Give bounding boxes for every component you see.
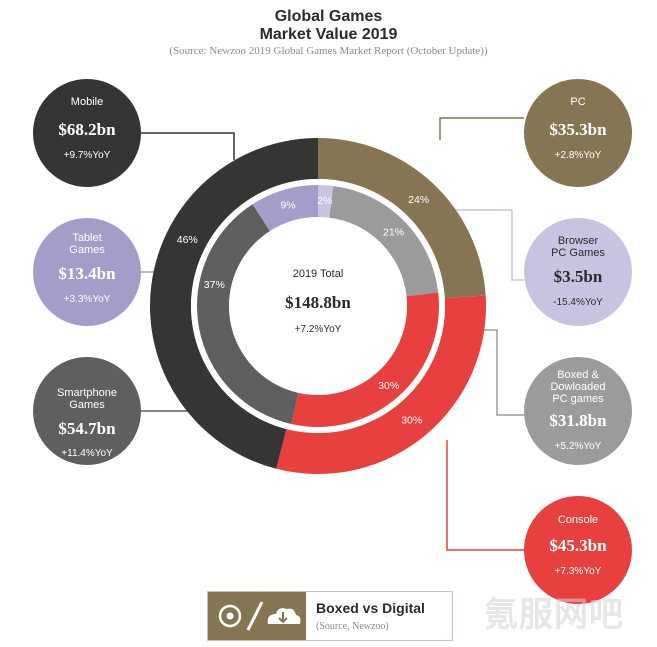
inner-slice-1 — [329, 185, 439, 297]
center-disc — [229, 217, 407, 395]
browser-label-2: PC Games — [551, 247, 605, 259]
browser-yoy: -15.4%YoY — [553, 297, 603, 308]
inner-pct-2: 30% — [378, 380, 399, 392]
boxed-label-3: PC games — [552, 393, 604, 405]
boxed-bubble: Boxed & Dowloaded PC games $31.8bn +5.2%… — [524, 357, 632, 465]
pc-yoy: +2.8%YoY — [554, 150, 602, 161]
tablet-label-1: Tablet — [72, 232, 102, 244]
outer-slice-mobile — [149, 138, 318, 469]
smartphone-label-2: Games — [69, 399, 105, 411]
disc-icon — [218, 604, 242, 628]
cloud-download-icon — [267, 608, 301, 624]
pc-label: PC — [570, 96, 586, 108]
total-yoy: +7.2%YoY — [295, 324, 342, 335]
boxed-value: $31.8bn — [549, 411, 607, 430]
legend-source: (Source, Newzoo) — [316, 621, 389, 632]
browser-label-1: Browser — [557, 235, 599, 247]
pc-value: $35.3bn — [549, 120, 607, 139]
tablet-value: $13.4bn — [58, 264, 116, 283]
inner-pct-1: 21% — [383, 227, 404, 239]
boxed-vs-digital-legend: Boxed vs Digital (Source, Newzoo) — [207, 591, 453, 641]
smartphone-value: $54.7bn — [58, 419, 116, 438]
inner-pct-0: 2% — [317, 195, 332, 207]
ring-separator — [191, 179, 445, 433]
legend-title: Boxed vs Digital — [316, 600, 425, 616]
slash-divider — [246, 601, 264, 631]
slice-labels: 24% 30% 46% 2% 21% 30% 37% 9% — [177, 194, 429, 426]
tablet-yoy: +3.3%YoY — [63, 294, 111, 305]
chart-source: (Source: Newzoo 2019 Global Games Market… — [169, 45, 488, 57]
boxed-label-1: Boxed & — [557, 369, 599, 381]
mobile-connector — [141, 132, 235, 160]
smartphone-label-1: Smartphone — [57, 387, 117, 399]
boxed-label-2: Dowloaded — [550, 381, 606, 393]
outer-slice-console — [276, 295, 486, 474]
outer-pct-pc: 24% — [408, 194, 429, 206]
smartphone-yoy: +11.4%YoY — [61, 448, 113, 459]
total-value: $148.8bn — [285, 293, 351, 312]
mobile-yoy: +9.7%YoY — [63, 150, 111, 161]
console-label: Console — [557, 514, 599, 526]
inner-slice-4 — [252, 184, 318, 232]
outer-pct-console: 30% — [401, 414, 422, 426]
console-bubble: Console $45.3bn +7.3%YoY — [524, 496, 632, 604]
outer-ring — [149, 138, 486, 474]
tablet-bubble: Tablet Games $13.4bn +3.3%YoY — [33, 218, 141, 326]
total-label: 2019 Total — [293, 268, 344, 280]
inner-pct-3: 37% — [204, 279, 225, 291]
inner-slice-0 — [318, 184, 334, 218]
mobile-value: $68.2bn — [58, 120, 116, 139]
mobile-label: Mobile — [70, 96, 104, 108]
inner-slice-2 — [291, 292, 439, 427]
console-yoy: +7.3%YoY — [554, 566, 602, 577]
inner-pct-4: 9% — [281, 199, 296, 211]
pc-bubble: PC $35.3bn +2.8%YoY — [524, 79, 632, 187]
pc-connector — [439, 117, 524, 140]
inner-slice-3 — [197, 204, 299, 425]
chart-title-line2: Market Value 2019 — [259, 26, 398, 43]
browser-bubble: Browser PC Games $3.5bn -15.4%YoY — [524, 218, 632, 326]
smartphone-bubble: Smartphone Games $54.7bn +11.4%YoY — [33, 357, 141, 465]
boxed-yoy: +5.2%YoY — [554, 441, 602, 452]
legend-icon-band — [208, 592, 306, 640]
watermark: 氪服网吧 — [484, 596, 624, 634]
inner-ring — [197, 184, 439, 427]
browser-value: $3.5bn — [553, 267, 603, 286]
console-connector — [446, 440, 524, 551]
chart-title-line1: Global Games — [274, 8, 383, 25]
mobile-bubble: Mobile $68.2bn +9.7%YoY — [33, 79, 141, 187]
outer-pct-mobile: 46% — [177, 234, 198, 246]
console-value: $45.3bn — [549, 536, 607, 555]
outer-slice-pc — [318, 138, 486, 299]
tablet-label-2: Games — [69, 244, 105, 256]
